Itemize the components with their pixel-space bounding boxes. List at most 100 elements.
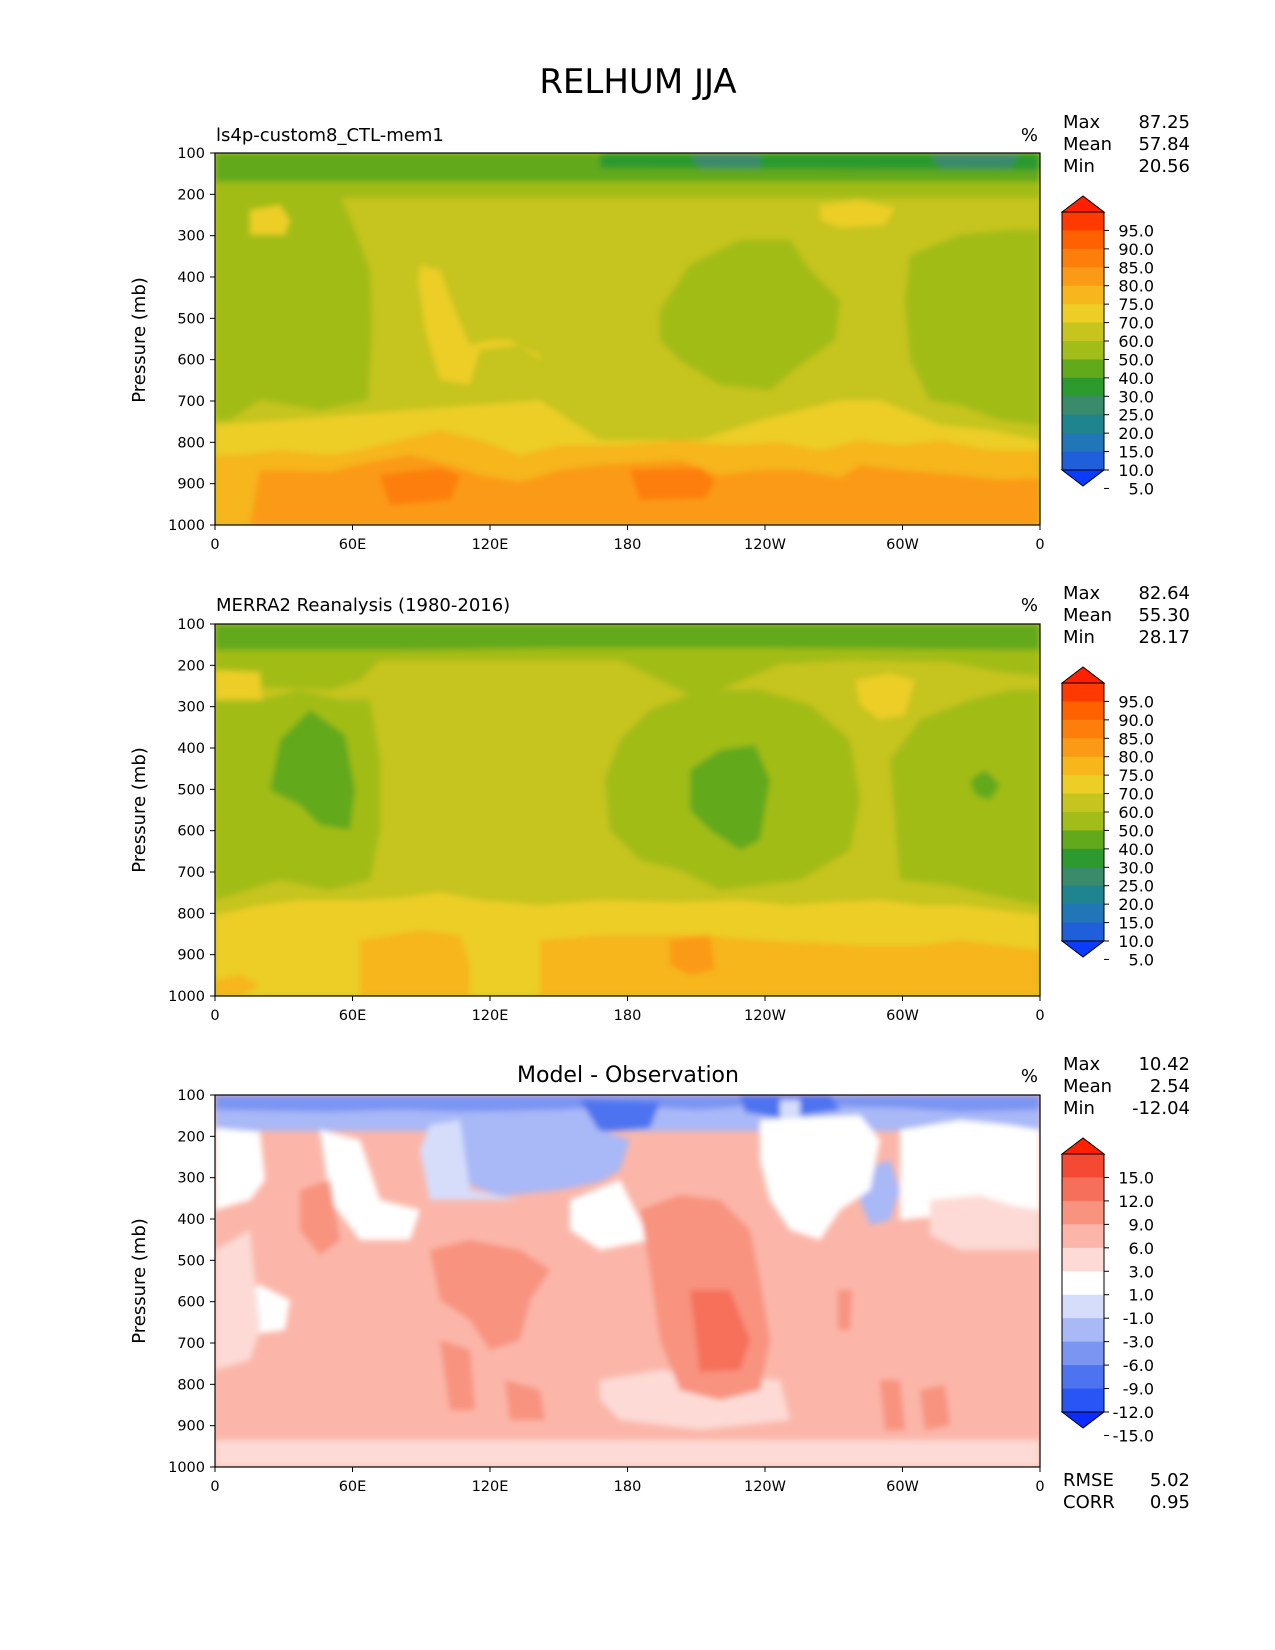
colorbar-bin bbox=[1062, 248, 1104, 268]
y-tick-label: 1000 bbox=[168, 1460, 205, 1476]
colorbar-bin bbox=[1062, 683, 1104, 702]
colorbar-tick-label: -6.0 bbox=[1123, 1356, 1154, 1375]
stat-label: Mean bbox=[1063, 605, 1112, 626]
colorbar-tick-label: -9.0 bbox=[1123, 1380, 1154, 1399]
model-stats: Max 87.25 Mean 57.84 Min 20.56 bbox=[1063, 112, 1190, 177]
x-tick-label: 60E bbox=[339, 1479, 367, 1495]
colorbar-bin bbox=[1062, 1224, 1104, 1249]
colorbar-tick-label: -3.0 bbox=[1123, 1333, 1154, 1352]
colorbar-tick-label: 60.0 bbox=[1118, 332, 1154, 351]
y-tick-label: 200 bbox=[177, 1129, 205, 1145]
y-tick-label: 700 bbox=[177, 865, 205, 881]
y-tick-label: 600 bbox=[177, 353, 205, 369]
y-tick-label: 200 bbox=[177, 187, 205, 203]
x-tick-label: 0 bbox=[210, 1008, 219, 1024]
x-tick-label: 0 bbox=[1035, 1479, 1044, 1495]
y-tick-label: 300 bbox=[177, 700, 205, 716]
colorbar-bin bbox=[1062, 377, 1104, 397]
stat-value: 28.17 bbox=[1138, 627, 1190, 648]
y-tick-label: 800 bbox=[177, 906, 205, 922]
y-tick-label: 600 bbox=[177, 1295, 205, 1311]
colorbar-bin bbox=[1062, 812, 1104, 831]
colorbar-bin bbox=[1062, 359, 1104, 379]
colorbar-extend-min bbox=[1060, 469, 1106, 487]
difference-y-axis-label: Pressure (mb) bbox=[129, 1218, 150, 1344]
colorbar-tick-label: 50.0 bbox=[1118, 350, 1154, 369]
y-tick-label: 900 bbox=[177, 1419, 205, 1435]
colorbar-bin bbox=[1062, 322, 1104, 342]
observation-colorbar: 95.090.085.080.075.070.060.050.040.030.0… bbox=[1060, 666, 1154, 969]
colorbar-tick-label: 5.0 bbox=[1129, 479, 1154, 498]
model-contour-field bbox=[215, 153, 1040, 525]
y-tick-label: 700 bbox=[177, 394, 205, 410]
colorbar-bin bbox=[1062, 267, 1104, 287]
y-tick-label: 400 bbox=[177, 741, 205, 757]
x-tick-label: 120E bbox=[472, 1008, 509, 1024]
x-tick-label: 60W bbox=[886, 1479, 919, 1495]
observation-panel-title: MERRA2 Reanalysis (1980-2016) bbox=[216, 595, 510, 616]
colorbar-bin bbox=[1062, 719, 1104, 739]
stat-label: Max bbox=[1063, 112, 1101, 133]
y-tick-label: 300 bbox=[177, 1171, 205, 1187]
stat-value: 57.84 bbox=[1138, 134, 1190, 155]
colorbar-tick-label: 50.0 bbox=[1118, 821, 1154, 840]
observation-x-axis: 0 60E 120E 180 120W 60W 0 bbox=[210, 996, 1045, 1024]
y-tick-label: 300 bbox=[177, 229, 205, 245]
colorbar-tick-label: 30.0 bbox=[1118, 387, 1154, 406]
colorbar-tick-label: 3.0 bbox=[1129, 1262, 1154, 1281]
colorbar-tick-label: 90.0 bbox=[1118, 240, 1154, 259]
observation-stats: Max 82.64 Mean 55.30 Min 28.17 bbox=[1063, 583, 1190, 648]
y-tick-label: 500 bbox=[177, 311, 205, 327]
metric-value: 0.95 bbox=[1150, 1492, 1190, 1513]
observation-y-axis: 100 200 300 400 500 600 700 800 900 1000 bbox=[168, 617, 215, 1005]
colorbar-tick-label: 15.0 bbox=[1118, 1168, 1154, 1187]
colorbar-bin bbox=[1062, 830, 1104, 850]
colorbar-tick-label: 10.0 bbox=[1118, 932, 1154, 951]
panel-model: 100 200 300 400 500 600 700 800 900 1000 0 60E 120E… bbox=[129, 112, 1190, 553]
stat-label: Max bbox=[1063, 1054, 1101, 1075]
colorbar-tick-label: 40.0 bbox=[1118, 369, 1154, 388]
x-tick-label: 120W bbox=[744, 1008, 786, 1024]
difference-units-label: % bbox=[1021, 1066, 1038, 1087]
colorbar-bin bbox=[1062, 230, 1104, 250]
x-tick-label: 120W bbox=[744, 1479, 786, 1495]
y-tick-label: 100 bbox=[177, 1088, 205, 1104]
x-tick-label: 120E bbox=[472, 537, 509, 553]
y-tick-label: 500 bbox=[177, 782, 205, 798]
colorbar-bin bbox=[1062, 1365, 1104, 1390]
colorbar-bin bbox=[1062, 1388, 1104, 1413]
x-tick-label: 60E bbox=[339, 537, 367, 553]
colorbar-tick-label: 25.0 bbox=[1118, 877, 1154, 896]
colorbar-tick-label: 20.0 bbox=[1118, 895, 1154, 914]
colorbar-tick-label: 25.0 bbox=[1118, 406, 1154, 425]
colorbar-tick-label: -12.0 bbox=[1113, 1403, 1154, 1422]
stat-value: 20.56 bbox=[1138, 156, 1190, 177]
colorbar-tick-label: 90.0 bbox=[1118, 711, 1154, 730]
colorbar-tick-label: 60.0 bbox=[1118, 803, 1154, 822]
figure-title: RELHUM JJA bbox=[539, 62, 736, 102]
x-tick-label: 180 bbox=[614, 1479, 642, 1495]
metric-label: CORR bbox=[1063, 1492, 1115, 1513]
colorbar-tick-label: 1.0 bbox=[1129, 1286, 1154, 1305]
colorbar-tick-label: 30.0 bbox=[1118, 858, 1154, 877]
model-y-axis-label: Pressure (mb) bbox=[129, 277, 150, 403]
difference-colorbar: 15.0 12.0 9.0 6.0 3.0 1.0 -1.0 -3.0 -6.0 -9.0 -12.… bbox=[1060, 1137, 1154, 1445]
colorbar-tick-label: -15.0 bbox=[1113, 1426, 1154, 1445]
model-x-axis: 0 60E 120E 180 120W 60W 0 bbox=[210, 525, 1045, 553]
colorbar-bin bbox=[1062, 1247, 1104, 1272]
y-tick-label: 400 bbox=[177, 1212, 205, 1228]
model-units-label: % bbox=[1021, 125, 1038, 146]
colorbar-bin bbox=[1062, 1271, 1104, 1296]
stat-label: Mean bbox=[1063, 1076, 1112, 1097]
colorbar-tick-label: 95.0 bbox=[1118, 221, 1154, 240]
colorbar-tick-label: 5.0 bbox=[1129, 950, 1154, 969]
panel-observation: 100 200 300 400 500 600 700 800 900 1000 0 60E 120E… bbox=[129, 583, 1190, 1024]
model-colorbar: 95.090.085.080.075.070.060.050.040.030.0… bbox=[1060, 195, 1154, 498]
y-tick-label: 400 bbox=[177, 270, 205, 286]
difference-metrics: RMSE 5.02 CORR 0.95 bbox=[1063, 1470, 1190, 1513]
colorbar-bin bbox=[1062, 304, 1104, 324]
colorbar-extend-max bbox=[1060, 666, 1106, 684]
difference-panel-title: Model - Observation bbox=[517, 1063, 739, 1088]
model-y-axis: 100 200 300 400 500 600 700 800 900 1000 bbox=[168, 146, 215, 534]
